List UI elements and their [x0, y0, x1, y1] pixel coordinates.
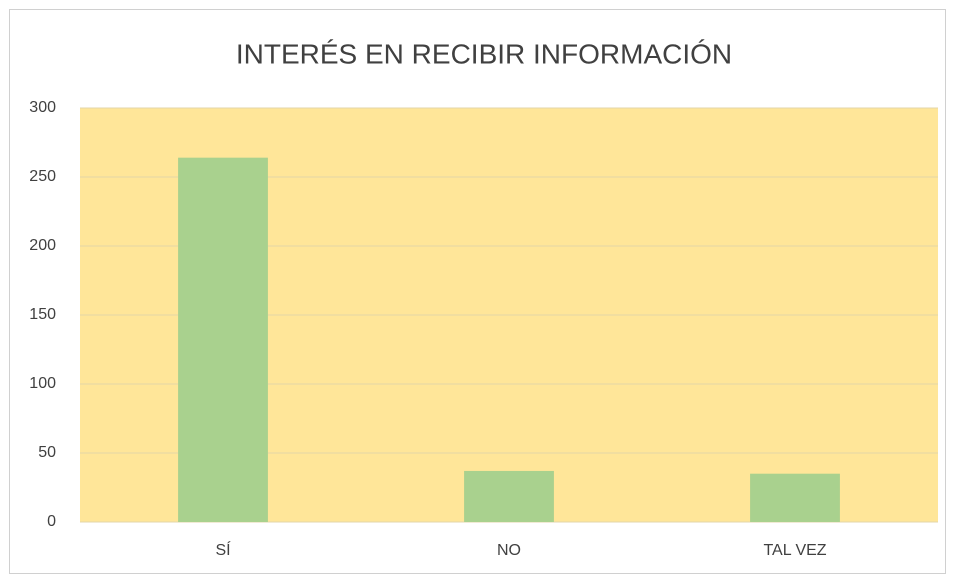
x-tick-label: TAL VEZ [763, 542, 826, 559]
chart-title: INTERÉS EN RECIBIR INFORMACIÓN [236, 38, 732, 69]
y-tick-label: 300 [29, 99, 56, 116]
bar [178, 157, 268, 522]
bar [750, 473, 840, 522]
y-tick-label: 200 [29, 237, 56, 254]
y-tick-label: 50 [38, 444, 56, 461]
y-tick-label: 250 [29, 168, 56, 185]
bar [464, 470, 554, 522]
x-tick-label: SÍ [215, 540, 231, 559]
y-tick-label: 0 [47, 513, 56, 530]
y-tick-label: 100 [29, 375, 56, 392]
y-tick-label: 150 [29, 306, 56, 323]
x-tick-label: NO [497, 542, 521, 559]
